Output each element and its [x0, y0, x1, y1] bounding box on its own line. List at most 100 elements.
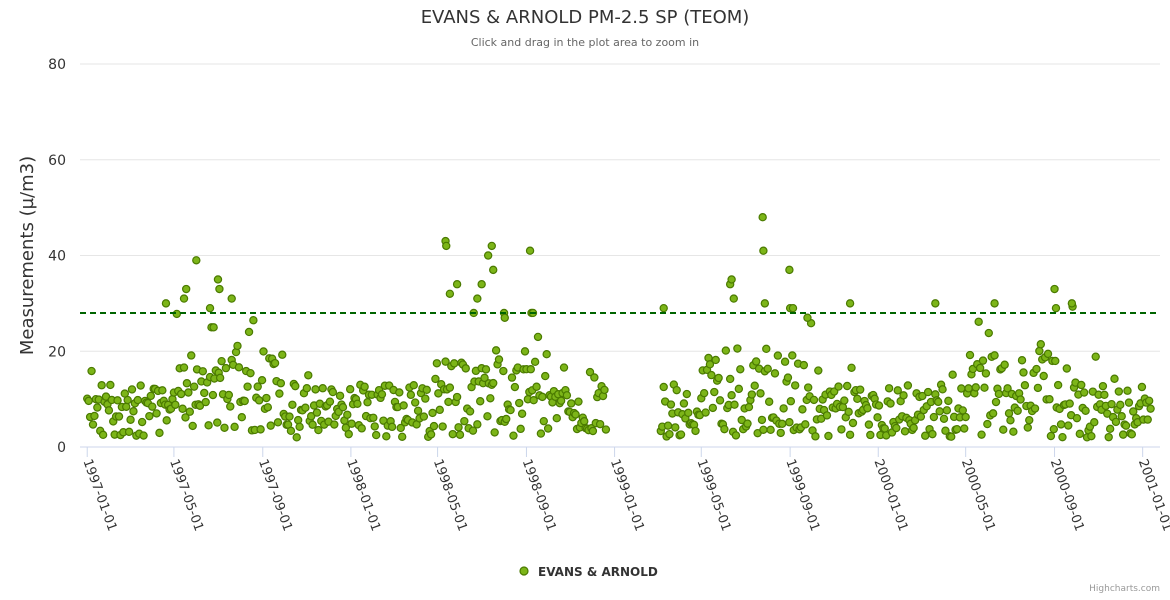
scatter-point[interactable] — [409, 381, 418, 390]
scatter-point[interactable] — [1016, 395, 1025, 404]
scatter-point[interactable] — [88, 420, 98, 429]
scatter-point[interactable] — [659, 382, 668, 392]
scatter-point[interactable] — [556, 396, 566, 405]
scatter-point[interactable] — [1127, 430, 1137, 439]
scatter-point[interactable] — [814, 366, 823, 375]
scatter-point[interactable] — [318, 384, 327, 393]
scatter-point[interactable] — [224, 390, 234, 400]
scatter-point[interactable] — [494, 355, 504, 364]
scatter-point[interactable] — [567, 399, 576, 408]
scatter-point-peak[interactable] — [525, 246, 535, 255]
scatter-point[interactable] — [965, 350, 975, 360]
scatter-point[interactable] — [434, 389, 443, 398]
scatter-point-peak[interactable] — [227, 294, 236, 303]
scatter-point[interactable] — [137, 417, 147, 427]
scatter-point[interactable] — [1006, 416, 1015, 425]
scatter-point[interactable] — [246, 368, 255, 378]
scatter-point[interactable] — [1121, 421, 1131, 430]
scatter-point[interactable] — [1100, 390, 1109, 400]
scatter-point[interactable] — [708, 403, 718, 413]
scatter-point[interactable] — [983, 419, 992, 429]
scatter-point[interactable] — [240, 396, 249, 406]
scatter-point[interactable] — [536, 429, 546, 438]
scatter-point[interactable] — [257, 375, 267, 385]
scatter-point[interactable] — [1116, 400, 1125, 410]
scatter-point[interactable] — [777, 419, 787, 429]
scatter-point[interactable] — [148, 402, 157, 411]
scatter-point[interactable] — [824, 431, 833, 441]
scatter-point[interactable] — [426, 430, 436, 439]
scatter-point[interactable] — [711, 355, 720, 365]
scatter-point[interactable] — [1114, 387, 1124, 396]
scatter-point-peak[interactable] — [213, 275, 223, 284]
scatter-point[interactable] — [363, 398, 372, 407]
scatter-point-peak[interactable] — [181, 284, 191, 294]
scatter-point[interactable] — [84, 396, 93, 406]
scatter-point[interactable] — [731, 431, 741, 440]
scatter-point-peak[interactable] — [1067, 299, 1077, 308]
scatter-point[interactable] — [848, 418, 858, 428]
scatter-point[interactable] — [720, 424, 729, 434]
scatter-point[interactable] — [977, 430, 986, 439]
scatter-point[interactable] — [397, 432, 407, 442]
scatter-point[interactable] — [939, 414, 949, 423]
scatter-point[interactable] — [237, 413, 247, 422]
scatter-point[interactable] — [357, 424, 366, 433]
scatter-point[interactable] — [840, 396, 849, 405]
scatter-point[interactable] — [1090, 418, 1099, 427]
scatter-point[interactable] — [571, 410, 580, 419]
scatter-point[interactable] — [984, 328, 993, 338]
scatter-point[interactable] — [312, 408, 322, 417]
scatter-point[interactable] — [1111, 417, 1121, 427]
scatter-point[interactable] — [762, 344, 771, 354]
scatter-point[interactable] — [106, 380, 115, 390]
scatter-point[interactable] — [880, 424, 889, 433]
scatter-point[interactable] — [899, 391, 908, 400]
scatter-point[interactable] — [981, 369, 991, 378]
scatter-point[interactable] — [249, 316, 258, 325]
scatter-point[interactable] — [530, 357, 540, 367]
scatter-point[interactable] — [344, 429, 353, 439]
scatter-point[interactable] — [432, 359, 442, 368]
scatter-point[interactable] — [129, 407, 138, 416]
scatter-point[interactable] — [195, 401, 205, 410]
scatter-point[interactable] — [929, 412, 939, 422]
scatter-point[interactable] — [387, 422, 397, 432]
scatter-point[interactable] — [1081, 406, 1090, 415]
scatter-point-peak[interactable] — [500, 313, 509, 322]
scatter-point[interactable] — [1065, 399, 1074, 408]
scatter-point[interactable] — [304, 371, 313, 380]
scatter-point[interactable] — [270, 358, 280, 368]
scatter-point-peak[interactable] — [1051, 303, 1061, 313]
scatter-point[interactable] — [730, 400, 739, 409]
scatter-point[interactable] — [113, 396, 122, 405]
scatter-point[interactable] — [1020, 381, 1030, 390]
scatter-point[interactable] — [208, 390, 218, 400]
scatter-point[interactable] — [189, 382, 199, 391]
scatter-point[interactable] — [721, 346, 731, 355]
scatter-point[interactable] — [139, 431, 148, 440]
scatter-point[interactable] — [1019, 368, 1028, 377]
scatter-point[interactable] — [516, 424, 525, 434]
scatter-point-peak[interactable] — [845, 299, 855, 308]
scatter-point[interactable] — [288, 400, 297, 409]
scatter-point[interactable] — [509, 431, 518, 440]
scatter-point[interactable] — [1105, 424, 1115, 434]
scatter-point[interactable] — [532, 382, 541, 391]
scatter-point[interactable] — [585, 367, 595, 377]
scatter-point[interactable] — [543, 424, 553, 433]
scatter-point[interactable] — [179, 363, 189, 372]
scatter-point[interactable] — [747, 390, 757, 399]
scatter-point[interactable] — [574, 397, 583, 406]
scatter-point[interactable] — [396, 423, 405, 433]
scatter-point[interactable] — [1009, 427, 1018, 436]
scatter-point[interactable] — [338, 403, 348, 412]
scatter-point[interactable] — [259, 347, 268, 356]
scatter-point[interactable] — [311, 385, 320, 394]
scatter-point[interactable] — [562, 391, 572, 400]
scatter-point[interactable] — [502, 414, 511, 424]
scatter-point[interactable] — [1098, 381, 1108, 391]
scatter-point[interactable] — [124, 427, 134, 437]
scatter-point-peak[interactable] — [209, 323, 218, 332]
